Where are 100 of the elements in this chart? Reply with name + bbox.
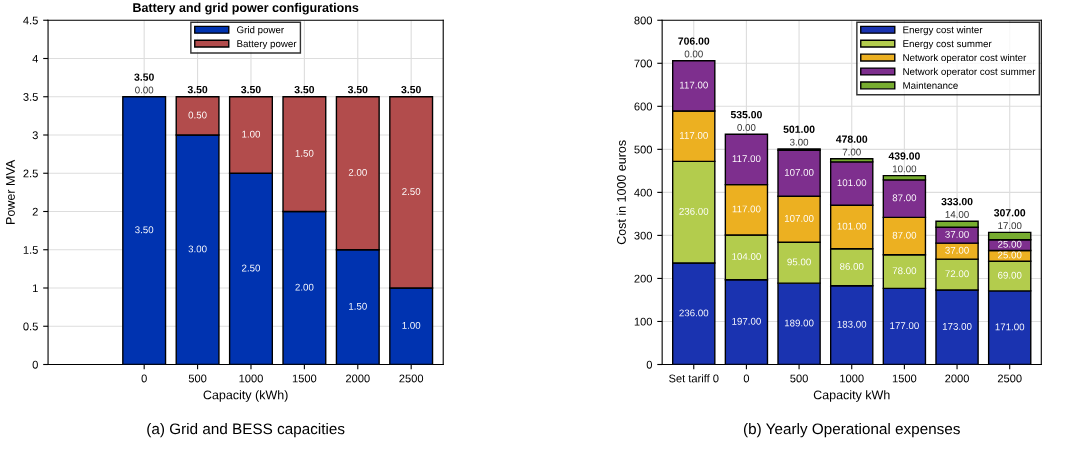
data-label: 189.00 bbox=[784, 319, 814, 327]
x-axis-title: Capacity (kWh) bbox=[203, 390, 288, 402]
data-label: 78.00 bbox=[892, 267, 917, 275]
total-label: 3.50 bbox=[347, 85, 368, 94]
data-label: 14.00 bbox=[945, 211, 969, 218]
data-label: 117.00 bbox=[679, 131, 708, 139]
y-tick-label: 4 bbox=[32, 54, 39, 63]
data-label: 10.00 bbox=[892, 165, 917, 173]
total-label: 535.00 bbox=[730, 110, 762, 119]
y-tick-label: 400 bbox=[634, 188, 653, 197]
data-label: 37.00 bbox=[945, 230, 969, 238]
x-tick-label: Set tariff 0 bbox=[669, 374, 719, 383]
y-tick-label: 3 bbox=[32, 131, 38, 140]
y-tick-label: 2.5 bbox=[23, 169, 38, 178]
y-tick-label: 1 bbox=[33, 284, 38, 293]
legend-label: Network operator cost summer bbox=[903, 67, 1036, 77]
legend-label: Maintenance bbox=[903, 81, 958, 89]
data-label: 37.00 bbox=[945, 246, 969, 254]
x-tick-label: 1500 bbox=[892, 374, 917, 383]
legend-label: Grid power bbox=[237, 26, 284, 36]
data-label: 2.50 bbox=[402, 188, 421, 195]
legend-label: Energy cost winter bbox=[903, 26, 983, 36]
total-label: 333.00 bbox=[941, 197, 973, 206]
total-label: 3.50 bbox=[241, 85, 261, 94]
data-label: 2.00 bbox=[348, 168, 367, 176]
y-tick-label: 600 bbox=[634, 102, 653, 111]
data-label: 95.00 bbox=[787, 258, 811, 266]
legend-label: Energy cost summer bbox=[903, 40, 992, 50]
data-label: 197.00 bbox=[732, 317, 761, 325]
y-tick-label: 0.5 bbox=[23, 322, 38, 331]
data-label: 104.00 bbox=[732, 253, 761, 260]
data-label: 171.00 bbox=[995, 323, 1025, 331]
data-label: 25.00 bbox=[998, 251, 1022, 259]
data-label: 117.00 bbox=[679, 81, 708, 89]
data-label: 107.00 bbox=[784, 214, 814, 222]
y-tick-label: 2 bbox=[32, 207, 38, 216]
data-label: 1.50 bbox=[349, 302, 367, 310]
data-label: 236.00 bbox=[679, 207, 709, 215]
y-tick-label: 3.5 bbox=[23, 93, 38, 101]
x-tick-label: 2000 bbox=[945, 374, 969, 383]
x-tick-label: 2500 bbox=[997, 374, 1022, 383]
legend-label: Network operator cost winter bbox=[903, 53, 1027, 63]
y-tick-label: 1.5 bbox=[23, 246, 38, 254]
y-tick-label: 200 bbox=[634, 274, 653, 283]
total-label: 307.00 bbox=[994, 209, 1026, 217]
data-label: 3.50 bbox=[135, 226, 154, 234]
data-label: 86.00 bbox=[839, 262, 864, 270]
x-tick-label: 500 bbox=[188, 374, 207, 383]
total-label: 501.00 bbox=[783, 125, 815, 133]
y-axis-title: Power MVA bbox=[6, 159, 15, 224]
x-tick-label: 0 bbox=[141, 374, 147, 383]
data-label: 0.00 bbox=[684, 50, 703, 58]
data-label: 173.00 bbox=[942, 323, 972, 330]
data-label: 72.00 bbox=[945, 270, 969, 278]
data-label: 2.00 bbox=[295, 283, 314, 291]
data-label: 236.00 bbox=[679, 309, 709, 317]
data-label: 3.00 bbox=[188, 245, 207, 253]
y-tick-label: 0 bbox=[32, 360, 38, 369]
x-tick-label: 2500 bbox=[399, 374, 424, 383]
chart-title: Battery and grid power configurations bbox=[133, 2, 359, 15]
data-label: 0.50 bbox=[188, 111, 207, 119]
y-tick-label: 800 bbox=[634, 16, 653, 25]
total-label: 3.50 bbox=[187, 85, 208, 94]
data-label: 117.00 bbox=[732, 205, 761, 213]
y-tick-label: 4.5 bbox=[23, 16, 38, 25]
y-tick-label: 700 bbox=[634, 59, 653, 68]
text: (b) Yearly Operational expenses bbox=[743, 423, 960, 438]
data-label: 177.00 bbox=[890, 322, 919, 330]
x-tick-label: 1000 bbox=[840, 374, 864, 383]
x-tick-label: 500 bbox=[790, 374, 808, 383]
data-label: 1.00 bbox=[402, 321, 421, 329]
x-tick-label: 0 bbox=[743, 374, 750, 383]
data-label: 0.00 bbox=[135, 86, 154, 94]
x-tick-label: 2000 bbox=[345, 374, 370, 383]
y-tick-label: 100 bbox=[634, 317, 653, 326]
data-label: 69.00 bbox=[998, 271, 1022, 279]
data-label: 25.00 bbox=[998, 240, 1022, 248]
data-label: 101.00 bbox=[837, 179, 867, 187]
data-label: 101.00 bbox=[837, 222, 867, 230]
data-label: 1.00 bbox=[242, 130, 261, 138]
bar bbox=[122, 96, 167, 365]
data-label: 17.00 bbox=[998, 222, 1022, 230]
data-label: 1.50 bbox=[295, 149, 314, 157]
y-axis-title: Cost in 1000 euros bbox=[616, 140, 626, 245]
data-label: 183.00 bbox=[837, 320, 867, 328]
x-axis-title: Capacity kWh bbox=[813, 390, 890, 402]
y-tick-label: 500 bbox=[634, 145, 653, 154]
data-label: 7.00 bbox=[842, 148, 861, 156]
y-tick-label: 0 bbox=[646, 360, 652, 369]
data-label: 2.50 bbox=[242, 264, 261, 272]
y-tick-label: 300 bbox=[634, 231, 653, 240]
total-label: 3.50 bbox=[134, 73, 154, 81]
total-label: 478.00 bbox=[835, 135, 868, 143]
data-label: 3.00 bbox=[789, 138, 809, 146]
data-label: 107.00 bbox=[784, 168, 814, 176]
data-label: 0.00 bbox=[737, 124, 756, 131]
data-label: 87.00 bbox=[892, 231, 917, 239]
x-tick-label: 1500 bbox=[292, 374, 317, 383]
x-tick-label: 1000 bbox=[239, 374, 263, 383]
legend-label: Battery power bbox=[237, 40, 297, 50]
